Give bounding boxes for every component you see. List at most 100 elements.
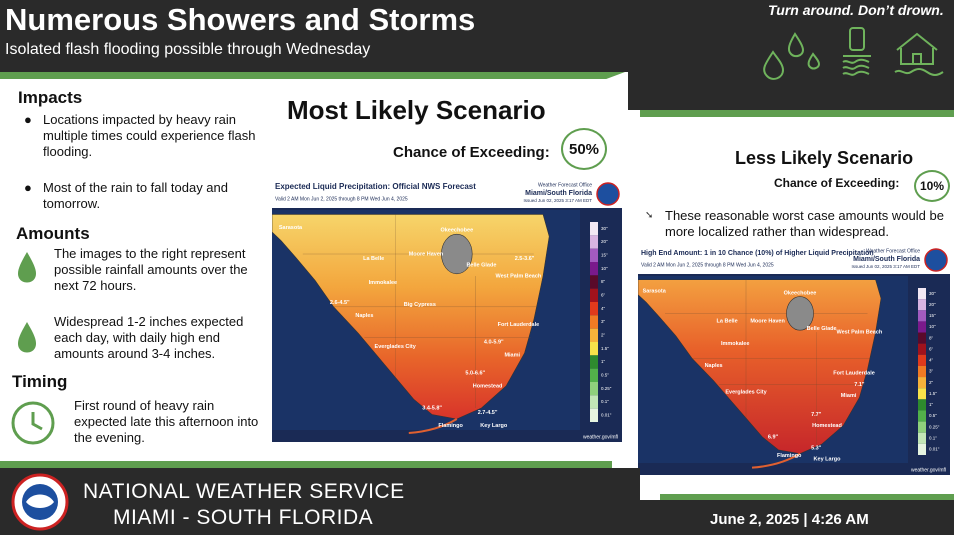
issue-date: June 2, 2025 | 4:26 AM [710,511,869,528]
legend-swatch [590,248,598,262]
florida-keys [751,452,801,469]
legend-swatch [590,368,598,382]
map-label: Fort Lauderdale [498,322,540,328]
map-title: Expected Liquid Precipitation: Official … [275,182,476,191]
legend-swatch [590,288,598,302]
nws-logo [11,473,69,531]
legend-swatch [590,395,598,409]
florida-land [638,279,882,454]
map-label: Miami [504,353,520,359]
chance-value: 50% [561,128,607,170]
lake-okeechobee [786,296,814,331]
legend-label: 15" [929,313,936,318]
legend-swatch [918,410,926,422]
amounts-item: The images to the right represent possib… [54,246,248,293]
map-label: 6.9" [768,434,779,440]
legend-swatch [590,408,598,422]
map-credit: weather.gov/mfl [583,434,618,440]
header-stripe-right [640,110,954,117]
legend-label: 0.25" [929,424,940,429]
map-label: Flamingo [777,453,802,459]
legend-swatch [918,432,926,444]
legend-label: 8" [929,335,934,340]
map-label: Big Cypress [404,302,436,308]
subtitle: Isolated flash flooding possible through… [5,41,371,58]
header-band [0,0,954,72]
map-label: Key Largo [814,457,842,463]
legend-label: 8" [601,279,606,284]
map-label: Miami [841,393,857,399]
drop-icon [17,252,37,283]
map-valid: Valid 2 AM Mon Jun 2, 2025 through 8 PM … [275,196,408,202]
legend-swatch [590,342,598,356]
map-office: Weather Forecast Office [866,248,920,254]
map-label: Key Largo [480,423,508,429]
map-label: Homestead [812,423,842,429]
map-label: 3.4-5.8" [422,405,442,411]
legend-swatch [918,421,926,433]
legend-label: 6" [601,293,606,298]
legend-swatch [918,399,926,411]
legend-label: 10" [929,324,936,329]
less-likely-heading: Less Likely Scenario [735,148,914,168]
chance-label: Chance of Exceeding: [774,176,900,190]
org-name: NATIONAL WEATHER SERVICE [83,480,405,503]
map-label: Everglades City [725,389,767,395]
legend-label: 0.5" [929,413,937,418]
legend-label: 0.5" [601,373,609,378]
map-label: Belle Glade [466,262,496,268]
map-label: 4.0-5.9" [484,339,504,345]
legend-label: 0.1" [601,399,609,404]
map-label: 5.3" [811,445,822,451]
map-label: La Belle [363,256,384,262]
amounts-item: Widespread 1-2 inches expected each day,… [54,314,244,361]
less-likely-note: These reasonable worst case amounts woul… [665,208,944,239]
map-label: Homestead [473,383,503,389]
map-label: West Palm Beach [496,273,542,279]
amounts-heading: Amounts [16,224,90,243]
legend-swatch [590,222,598,236]
map-label: Sarasota [279,225,303,231]
title: Numerous Showers and Storms [5,2,476,37]
map-header [638,246,950,274]
map-label: Everglades City [375,344,417,350]
rainfall-map: Expected Liquid Precipitation: Official … [272,180,622,442]
legend-swatch [590,328,598,342]
legend-swatch [918,365,926,378]
legend-label: 0.01" [929,447,940,452]
map-label: Okeechobee [784,290,817,296]
map-label: 2.7-4.5" [478,410,498,416]
legend-swatch [590,302,598,316]
impacts-bullet: ● Locations impacted by heavy rain multi… [24,112,264,159]
legend-swatch [918,377,926,389]
nws-seal [596,182,620,206]
legend-swatch [918,343,926,355]
map-region: Miami/South Florida [525,190,592,197]
legend-swatch [590,355,598,369]
legend-swatch [918,288,926,300]
legend-label: 4" [929,358,934,363]
header-band-right [628,72,954,110]
impacts-bullet-text: Locations impacted by heavy rain multipl… [43,112,256,159]
legend-label: 30" [601,226,608,231]
chance-label: Chance of Exceeding: [393,144,550,161]
bullet-arrow: ➘ [645,210,654,221]
map-label: Moore Haven [750,318,785,324]
legend-label: 20" [929,302,936,307]
legend-swatch [590,382,598,396]
chance-value: 10% [914,170,950,202]
legend-label: 0.01" [601,413,612,418]
legend-swatch [918,388,926,400]
map-header [272,180,622,208]
legend-label: 1" [601,359,606,364]
legend-swatch [918,310,926,322]
most-likely-heading: Most Likely Scenario [287,95,546,125]
map-region: Miami/South Florida [853,256,920,263]
footer-stripe-right [660,494,954,500]
legend-label: 2" [601,333,606,338]
map-label: 7.7" [811,412,822,418]
clock-icon [11,401,55,445]
footer-band-right [640,500,954,535]
legend-label: 3" [601,319,606,324]
